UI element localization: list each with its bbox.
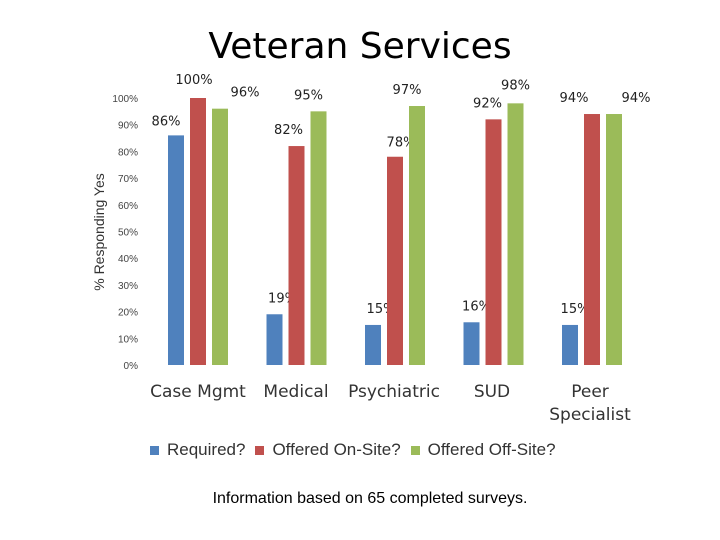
legend-swatch-offsite <box>410 445 420 455</box>
data-label: 86% <box>152 114 181 129</box>
bar-required <box>463 322 480 365</box>
data-label: 95% <box>294 88 323 103</box>
bar-onsite <box>190 98 206 365</box>
y-tick-label: 100% <box>112 94 138 105</box>
bar-onsite <box>584 114 600 366</box>
y-tick-label: 70% <box>118 174 138 185</box>
bar-offsite <box>606 114 622 366</box>
y-tick-label: 10% <box>118 334 138 345</box>
data-label: 96% <box>231 86 260 101</box>
y-tick-label: 50% <box>118 228 138 239</box>
data-label: 94% <box>622 91 651 106</box>
data-label: 92% <box>473 96 502 111</box>
data-label: 15% <box>561 302 590 317</box>
data-label: 100% <box>175 73 212 88</box>
legend: Required? Offered On-Site? Offered Off-S… <box>150 440 566 460</box>
legend-item-onsite: Offered On-Site? <box>255 440 401 460</box>
bar-chart: 0% 10% 20% 30% 40% 50% 60% 70% 80% 90% 100% % Respo… <box>91 73 651 425</box>
footnote: Information based on 65 completed survey… <box>212 490 528 507</box>
y-axis-label: % Responding Yes <box>91 173 107 291</box>
bar-required <box>266 314 283 365</box>
x-tick-label: SUD <box>474 382 510 402</box>
legend-swatch-onsite <box>255 445 265 455</box>
data-label: 97% <box>393 83 422 98</box>
chart-title: Veteran Services <box>208 26 512 67</box>
x-tick-label: Medical <box>263 382 328 402</box>
y-tick-label: 0% <box>124 361 139 372</box>
legend-label-offsite: Offered Off-Site? <box>427 440 556 459</box>
bar-offsite <box>507 103 524 365</box>
x-tick-label: Case Mgmt <box>150 382 246 402</box>
bar-required <box>168 135 184 365</box>
bar-onsite <box>387 156 403 365</box>
x-tick-label: Psychiatric <box>348 382 440 402</box>
bar-required <box>562 324 578 365</box>
bar-offsite <box>310 111 327 365</box>
y-tick-label: 80% <box>118 147 138 158</box>
bar-onsite <box>485 119 502 365</box>
bar-onsite <box>288 146 305 365</box>
legend-swatch-required <box>150 445 159 455</box>
legend-label-required: Required? <box>167 440 246 459</box>
y-tick-label: 20% <box>118 308 138 319</box>
y-tick-label: 30% <box>118 281 138 292</box>
data-label: 78% <box>387 136 416 151</box>
x-tick-label: Specialist <box>549 405 631 425</box>
y-tick-label: 60% <box>118 201 138 212</box>
legend-label-onsite: Offered On-Site? <box>272 440 401 459</box>
legend-item-offsite: Offered Off-Site? <box>410 440 556 460</box>
bar-offsite <box>409 106 425 365</box>
data-label: 82% <box>274 123 303 138</box>
y-tick-label: 90% <box>118 121 138 132</box>
y-tick-label: 40% <box>118 254 138 265</box>
data-label: 98% <box>501 78 530 93</box>
bar-offsite <box>212 108 228 366</box>
data-label: 94% <box>560 91 589 106</box>
data-label: 16% <box>462 299 491 314</box>
legend-item-required: Required? <box>150 440 245 460</box>
x-tick-label: Peer <box>571 382 609 402</box>
bar-required <box>365 324 381 365</box>
